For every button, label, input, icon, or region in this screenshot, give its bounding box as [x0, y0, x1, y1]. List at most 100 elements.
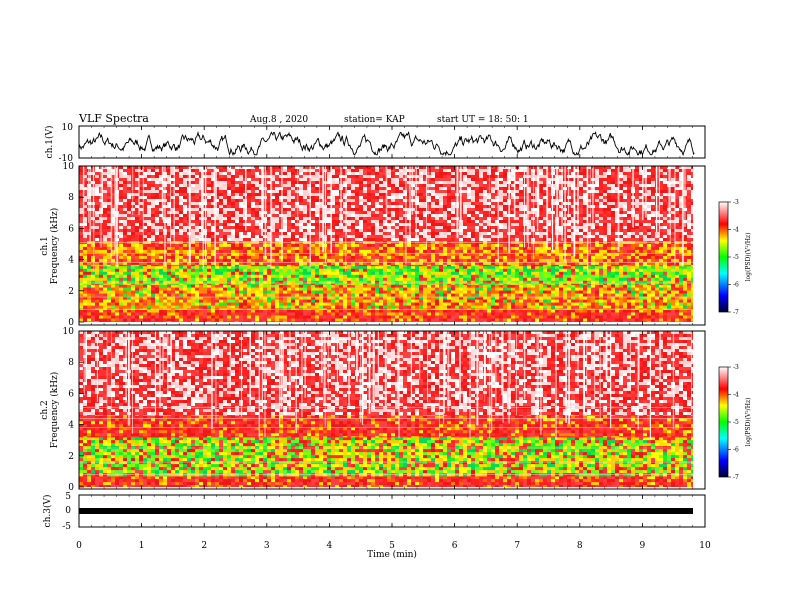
- ch1-spectrogram-cell: [299, 318, 304, 322]
- ch1-spectrogram-cell: [307, 287, 312, 291]
- ch1-spectrogram-cell: [523, 274, 528, 279]
- ch1-spectrogram-cell: [187, 268, 192, 273]
- ch1-spectrogram-cell: [419, 315, 424, 319]
- ch1-spectrogram-cell: [443, 305, 448, 309]
- ch1-spectrogram-cell: [595, 271, 600, 276]
- ch1-spectrogram-cell: [403, 249, 408, 254]
- ch1-spectrogram-cell: [523, 264, 528, 267]
- ch1-spectrogram-cell: [547, 293, 552, 297]
- ch1-spectrogram-cell: [579, 261, 584, 266]
- ch1-spectrogram-cell: [511, 305, 516, 309]
- ch1-spectrogram-cell: [555, 321, 560, 322]
- ch1-spectrogram-cell: [427, 261, 432, 266]
- ch1-spectrogram-cell: [87, 287, 92, 291]
- ch1-spectrogram-cell: [619, 287, 624, 291]
- ch1-spectrogram-cell: [415, 315, 420, 319]
- ch1-spectrogram-cell: [391, 293, 396, 297]
- ch1-spectrogram-cell: [239, 299, 244, 303]
- ch1-spectrogram-cell: [111, 178, 116, 182]
- ch1-spectrogram-cell: [119, 265, 124, 270]
- ch1-spectrogram-cell: [159, 302, 164, 306]
- ch1-spectrogram-cell: [399, 309, 404, 313]
- ch1-spectrogram-cell: [587, 284, 592, 288]
- ch1-spectrogram-cell: [623, 302, 628, 306]
- ch1-spectrogram-cell: [311, 302, 316, 306]
- ch1-spectrogram-cell: [659, 271, 664, 276]
- ch1-spectrogram-cell: [691, 249, 693, 254]
- ch1-spectrogram-cell: [535, 261, 540, 266]
- ch1-spectrogram-cell: [239, 284, 244, 288]
- ch1-spectrogram-cell: [371, 271, 376, 276]
- ch1-spectrogram-cell: [651, 271, 656, 276]
- ch1-spectrogram-cell: [215, 261, 220, 266]
- ch1-spectrogram-cell: [339, 305, 344, 309]
- ch1-spectrogram-cell: [387, 302, 392, 306]
- ch1-spectrogram-cell: [267, 318, 272, 322]
- ch1-spectrogram-cell: [463, 290, 468, 294]
- ch1-spectrogram-cell: [191, 315, 196, 319]
- ch1-spectrogram-cell: [131, 181, 136, 185]
- ch1-spectrogram-cell: [539, 293, 544, 297]
- ch1-spectrogram-cell: [231, 309, 236, 313]
- ch1-spectrogram-cell: [363, 264, 368, 267]
- ch1-spectrogram-cell: [111, 271, 116, 276]
- ch1-spectrogram-cell: [563, 305, 568, 309]
- ch1-spectrogram-cell: [127, 175, 132, 179]
- ch1-spectrogram-cell: [675, 249, 680, 254]
- ch1-spectrogram-cell: [639, 309, 644, 313]
- ch1-spectrogram-cell: [111, 199, 116, 203]
- ch1-spectrogram-cell: [231, 249, 236, 254]
- ch1-spectrogram-cell: [307, 312, 312, 316]
- ch1-spectrogram-cell: [531, 258, 536, 263]
- ch1-spectrogram-cell: [87, 283, 92, 285]
- ch1-spectrogram-cell: [223, 249, 228, 254]
- ch1-spectrogram-cell: [271, 287, 276, 291]
- ch1-spectrogram-cell: [319, 258, 324, 263]
- ch1-spectrogram-cell: [107, 321, 112, 322]
- ch1-spectrogram-cell: [107, 205, 112, 209]
- ch1-spectrogram-cell: [383, 280, 388, 285]
- ch1-spectrogram-cell: [339, 252, 344, 257]
- ch1-spectrogram-cell: [227, 293, 232, 297]
- ch1-spectrogram-cell: [119, 190, 124, 194]
- ch1-spectrogram-cell: [255, 321, 260, 322]
- ch1-spectrogram-cell: [91, 293, 96, 297]
- ch1-spectrogram-cell: [683, 284, 688, 288]
- ch1-spectrogram-cell: [323, 296, 328, 300]
- ch1-spectrogram-cell: [267, 296, 272, 300]
- ch1-spectrogram-cell: [539, 249, 544, 254]
- ch1-spectrogram-cell: [227, 246, 232, 251]
- ch1-spectrogram-cell: [427, 318, 432, 322]
- ch1-spectrogram-cell: [415, 290, 420, 294]
- ch1-spectrogram-cell: [307, 246, 312, 251]
- ch1-spectrogram-cell: [687, 264, 692, 267]
- ch1-spectrogram-cell: [275, 315, 280, 319]
- ch1-spectrogram-cell: [87, 280, 92, 285]
- ch1-spectrogram-cell: [259, 268, 264, 273]
- ch1-spectrogram-cell: [95, 205, 100, 209]
- ch1-spectrogram-cell: [607, 318, 612, 322]
- ch1-spectrogram-cell: [135, 268, 140, 273]
- ch1-spectrogram-cell: [223, 296, 228, 300]
- ch1-spectrogram-cell: [675, 264, 680, 267]
- ch1-spectrogram-cell: [675, 277, 680, 282]
- ch1-spectrogram-cell: [87, 172, 92, 176]
- ch1-spectrogram-cell: [607, 246, 612, 251]
- ch1-spectrogram-cell: [539, 305, 544, 309]
- ch1-spectrogram-cell: [79, 184, 84, 188]
- ch1-spectrogram-cell: [187, 265, 192, 270]
- ch1-spectrogram-cell: [275, 293, 280, 297]
- ch1-spectrogram-cell: [111, 287, 116, 291]
- ch1-spectrogram-cell: [87, 315, 92, 319]
- ch1-spectrogram-cell: [135, 181, 140, 185]
- ch1-spectrogram-cell: [231, 321, 236, 322]
- ch1-spectrogram-cell: [231, 277, 236, 282]
- ch1-spectrogram-cell: [503, 252, 508, 257]
- ch1-spectrogram-cell: [315, 243, 320, 248]
- ch1-spectrogram-cell: [267, 265, 272, 270]
- ch1-spectrogram-cell: [231, 268, 236, 273]
- ch1-spectrogram-cell: [491, 252, 496, 257]
- ch1-spectrogram-cell: [223, 290, 228, 294]
- ch1-spectrogram-cell: [399, 258, 404, 263]
- ch1-spectrogram-cell: [611, 271, 616, 276]
